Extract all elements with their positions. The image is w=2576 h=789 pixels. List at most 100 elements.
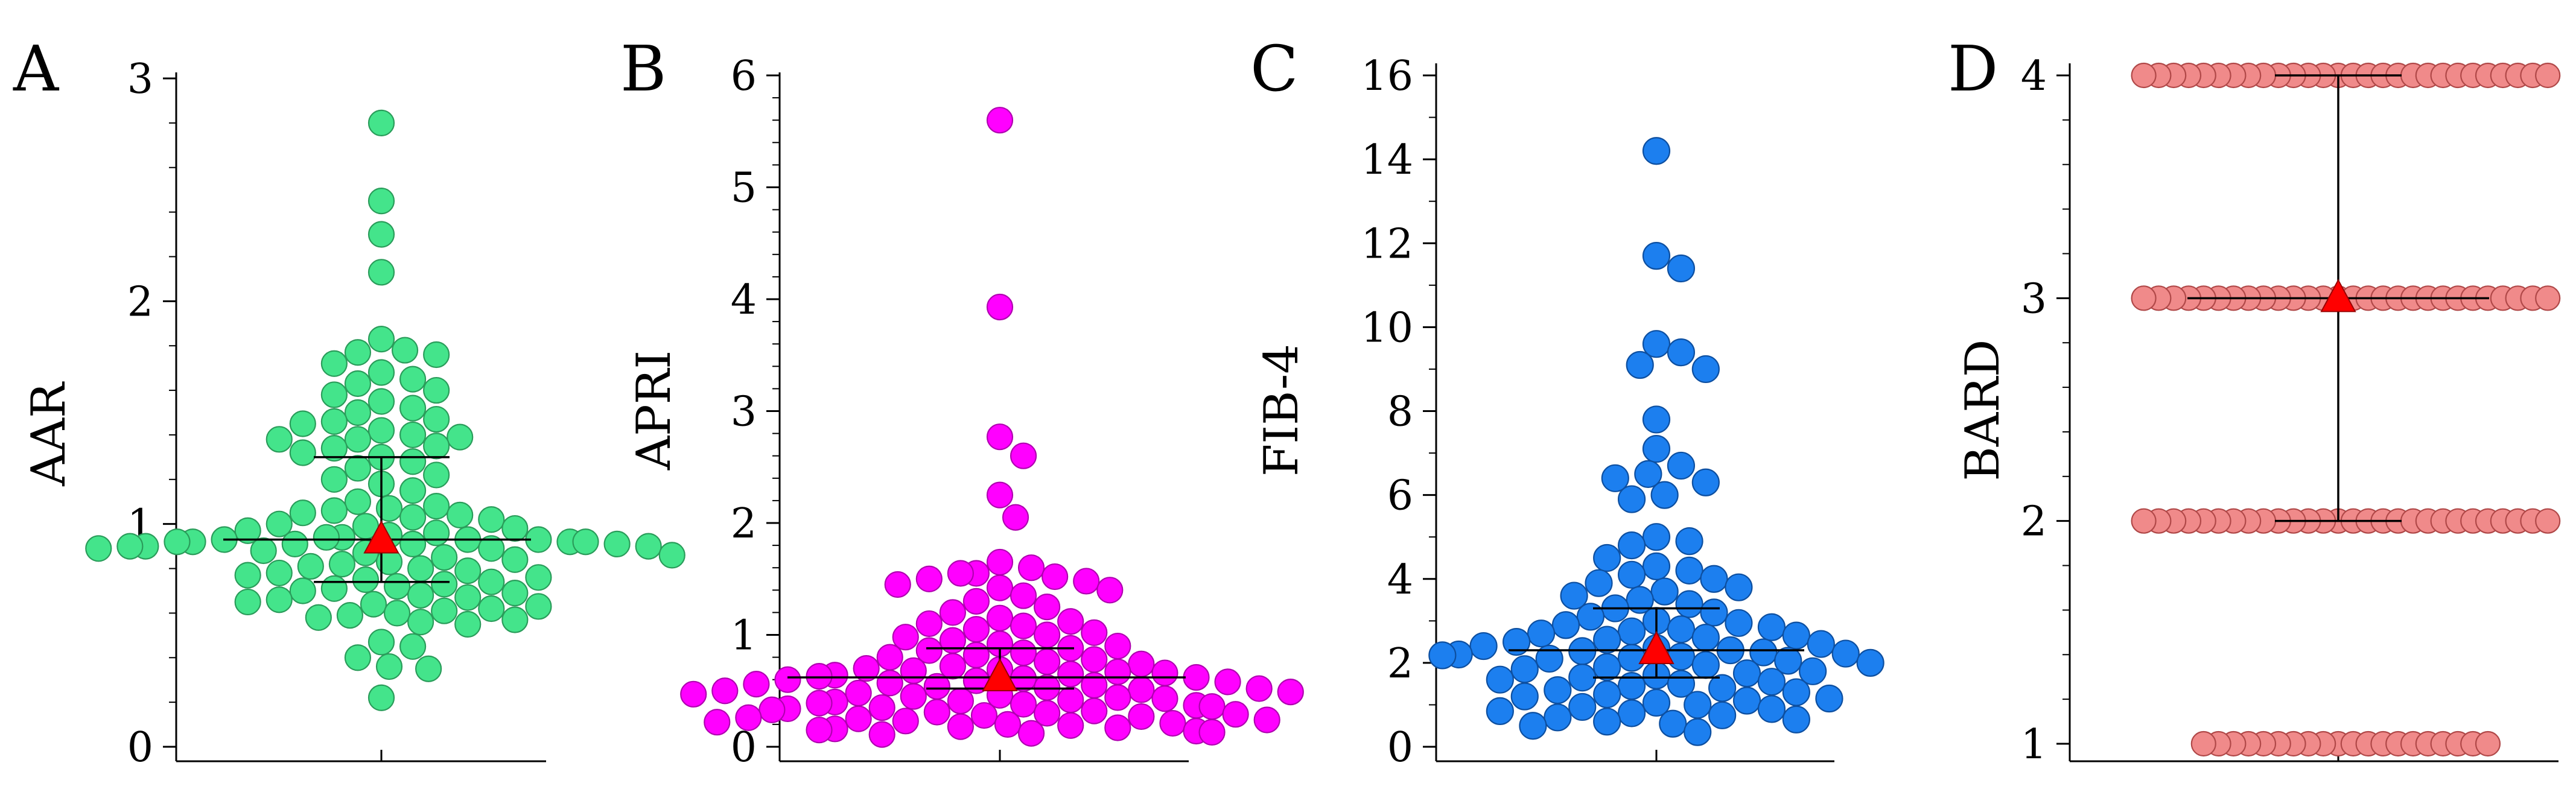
data-point [320, 434, 348, 462]
data-point [1642, 137, 1671, 165]
data-point [399, 530, 427, 558]
data-point [399, 504, 427, 531]
data-point [1510, 655, 1539, 683]
data-point [2535, 62, 2561, 89]
data-point [336, 601, 364, 629]
data-point [1245, 675, 1273, 702]
y-tick-label: 4 [2021, 52, 2047, 100]
data-point [1642, 688, 1671, 717]
data-point [986, 481, 1014, 509]
data-point [986, 293, 1014, 321]
data-point [1708, 701, 1737, 729]
data-point [1034, 648, 1061, 676]
data-point [1222, 701, 1249, 728]
data-point [947, 560, 975, 587]
data-point [1214, 668, 1241, 696]
y-ticks-b: 0 1 2 3 4 5 6 [731, 52, 780, 772]
y-tick-label: 2 [731, 500, 757, 548]
data-point [1667, 642, 1696, 671]
data-point [1104, 714, 1131, 741]
data-point [806, 717, 833, 744]
data-point [1585, 569, 1613, 597]
data-point [1617, 672, 1646, 700]
data-point [1527, 619, 1556, 648]
data-point [1725, 573, 1753, 601]
data-point [478, 568, 505, 595]
y-tick-label: 5 [731, 165, 757, 212]
data-point [1593, 626, 1621, 654]
data-point [845, 705, 872, 732]
data-point [85, 535, 112, 562]
data-point [1017, 554, 1045, 581]
panel-letter-c: C [1250, 32, 1299, 106]
data-point [970, 702, 998, 729]
data-point [1002, 504, 1029, 531]
data-point [806, 663, 833, 690]
data-point [1757, 695, 1786, 723]
data-point [923, 699, 950, 726]
data-point [447, 501, 474, 528]
data-point [876, 670, 903, 697]
data-point [1010, 639, 1037, 667]
data-point [1104, 658, 1131, 685]
data-point [986, 423, 1014, 451]
data-point [525, 593, 552, 620]
data-point [1659, 709, 1687, 738]
data-point [1551, 611, 1580, 639]
data-point [1593, 680, 1621, 709]
data-point [289, 577, 316, 604]
data-point [328, 551, 356, 578]
data-point [415, 655, 442, 682]
data-point [234, 562, 261, 589]
data-point [344, 339, 372, 366]
data-point [423, 461, 450, 489]
data-point [743, 671, 770, 698]
data-point [375, 495, 403, 522]
data-point [297, 553, 324, 580]
data-point [478, 595, 505, 623]
data-point [658, 542, 685, 569]
data-point [399, 477, 427, 504]
data-point [1034, 594, 1061, 621]
y-tick-label: 10 [1361, 304, 1413, 352]
ylabel-apri: APRI [627, 350, 681, 471]
y-tick-label: 8 [1387, 388, 1413, 436]
data-point [501, 515, 529, 542]
data-point [806, 689, 833, 717]
data-point [1428, 641, 1457, 670]
data-point [1642, 552, 1671, 580]
data-point [758, 696, 786, 723]
data-point [1684, 691, 1712, 719]
y-tick-label: 2 [127, 278, 153, 326]
data-point [1151, 659, 1178, 686]
data-point [635, 533, 662, 560]
data-point [1782, 705, 1810, 734]
data-point [1732, 686, 1761, 715]
data-point [735, 704, 762, 731]
data-point [1034, 621, 1061, 648]
data-point [868, 721, 895, 748]
y-tick-label: 16 [1361, 52, 1413, 100]
data-point [1104, 632, 1131, 660]
data-point [2535, 508, 2561, 534]
data-point [680, 680, 707, 708]
data-point [1725, 609, 1753, 637]
data-point [399, 448, 427, 475]
data-point [1617, 617, 1646, 645]
data-point [853, 655, 880, 682]
y-tick-label: 2 [2021, 498, 2047, 546]
data-points-c [1428, 137, 1884, 746]
panel-letter-a: A [13, 32, 60, 106]
data-point [1128, 650, 1155, 677]
data-point [947, 687, 975, 715]
data-point [1510, 682, 1539, 711]
data-point [367, 221, 395, 248]
data-point [1503, 627, 1531, 656]
data-points-d [2131, 62, 2561, 757]
mean-marker [982, 658, 1018, 691]
data-point [266, 559, 293, 587]
data-point [289, 410, 316, 437]
data-point [1856, 648, 1884, 677]
data-point [1057, 608, 1084, 635]
